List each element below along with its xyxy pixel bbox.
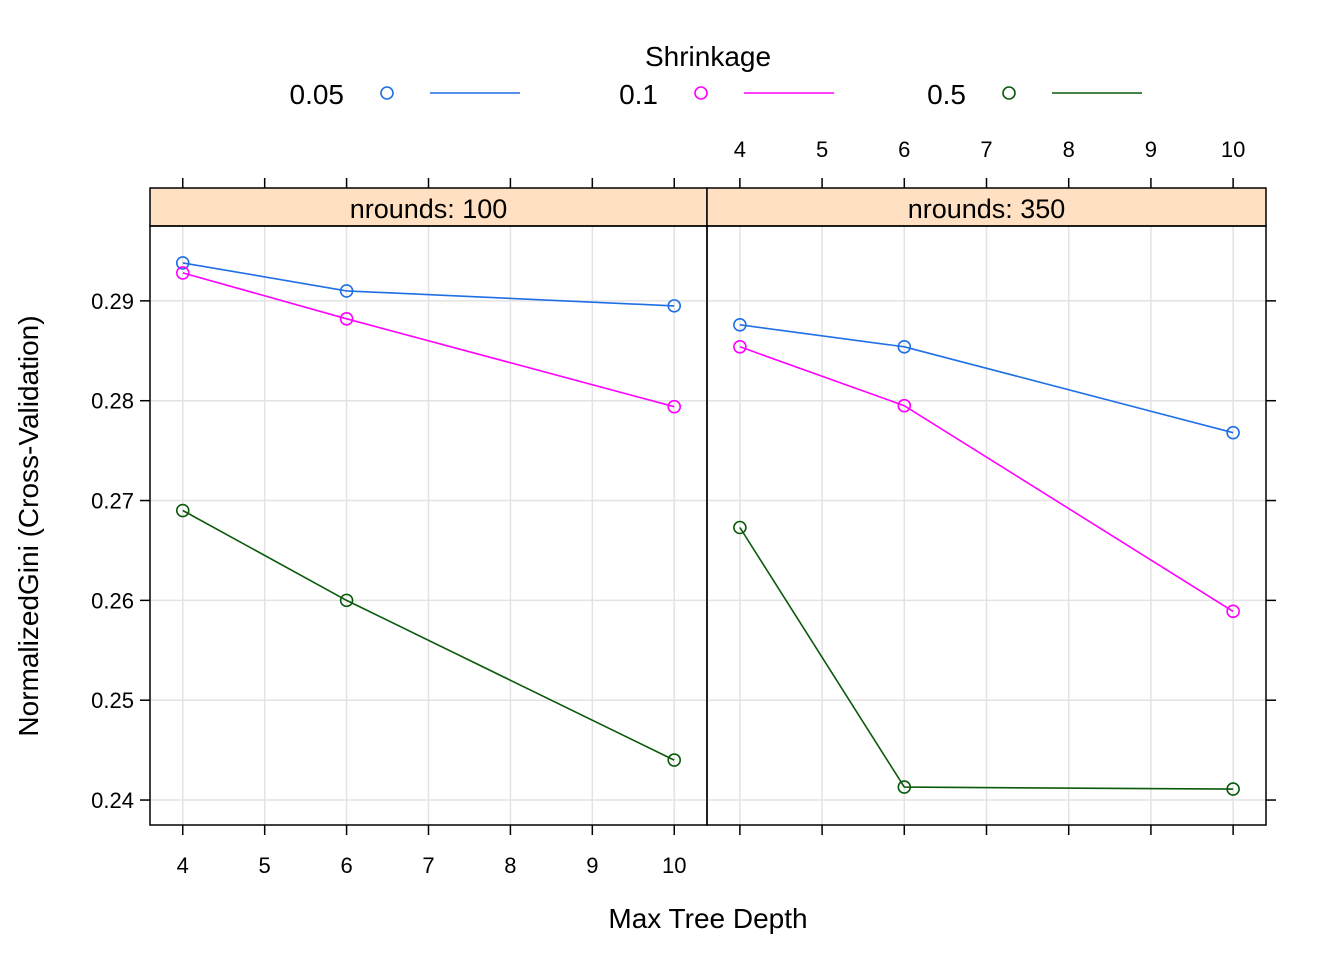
x-tick-label-p1-3: 7 bbox=[980, 137, 992, 162]
data-point-p0-s0-1 bbox=[339, 284, 354, 298]
y-tick-label-0: 0.24 bbox=[91, 788, 134, 813]
x-tick-label-p0-5: 9 bbox=[586, 853, 598, 878]
data-point-p0-s0-0 bbox=[175, 256, 190, 270]
legend-label-2: 0.5 bbox=[927, 79, 966, 110]
x-tick-label-p0-2: 6 bbox=[340, 853, 352, 878]
x-tick-label-p0-4: 8 bbox=[504, 853, 516, 878]
x-tick-label-p0-0: 4 bbox=[177, 853, 189, 878]
y-tick-label-2: 0.26 bbox=[91, 588, 134, 613]
y-tick-label-5: 0.29 bbox=[91, 289, 134, 314]
data-point-p1-s0-2 bbox=[1226, 425, 1240, 440]
data-point-p1-s1-2 bbox=[1226, 604, 1240, 619]
panel-1: nrounds: 350 4 5 6 7 8 9 10 bbox=[706, 137, 1276, 835]
series-line-p1-s2 bbox=[739, 527, 1234, 790]
data-point-p1-s1-1 bbox=[897, 398, 912, 413]
data-point-p0-s1-1 bbox=[339, 312, 354, 326]
y-tick-label-3: 0.27 bbox=[91, 489, 134, 514]
legend-marker-1 bbox=[694, 86, 708, 100]
x-tick-label-p1-6: 10 bbox=[1221, 137, 1245, 162]
data-point-p1-s2-1 bbox=[897, 780, 912, 794]
data-point-p1-s0-1 bbox=[897, 339, 912, 354]
legend-title: Shrinkage bbox=[645, 41, 771, 72]
series-line-p0-s1 bbox=[182, 272, 675, 408]
x-tick-label-p1-1: 5 bbox=[816, 137, 828, 162]
data-point-p1-s1-0 bbox=[733, 339, 747, 354]
data-point-p0-s1-2 bbox=[667, 399, 682, 414]
data-point-p0-s0-2 bbox=[667, 299, 682, 313]
panel-strip-label-0: nrounds: 100 bbox=[350, 194, 508, 224]
x-tick-label-p0-6: 10 bbox=[662, 853, 686, 878]
x-tick-label-p1-5: 9 bbox=[1145, 137, 1157, 162]
y-tick-label-4: 0.28 bbox=[91, 389, 134, 414]
legend-label-1: 0.1 bbox=[619, 79, 658, 110]
legend-label-0: 0.05 bbox=[290, 79, 345, 110]
legend: Shrinkage 0.05 0.1 0.5 bbox=[290, 41, 1142, 110]
x-tick-label-p1-2: 6 bbox=[898, 137, 910, 162]
legend-marker-2 bbox=[1002, 86, 1016, 100]
data-point-p0-s2-1 bbox=[339, 593, 354, 608]
data-point-p1-s2-0 bbox=[733, 520, 747, 535]
panel-0: nrounds: 100 4 5 6 7 8 9 10 0.24 0.25 0.26 0.27 0.28… bbox=[91, 178, 708, 878]
series-line-p0-s0 bbox=[182, 262, 675, 307]
x-tick-label-p0-3: 7 bbox=[422, 853, 434, 878]
data-point-p1-s0-0 bbox=[733, 318, 747, 332]
x-tick-label-p1-4: 8 bbox=[1063, 137, 1075, 162]
x-axis-label: Max Tree Depth bbox=[608, 903, 807, 934]
panel-strip-label-1: nrounds: 350 bbox=[908, 194, 1066, 224]
series-line-p1-s1 bbox=[739, 346, 1234, 613]
panel-strip-1 bbox=[706, 187, 1267, 227]
x-tick-label-p1-0: 4 bbox=[734, 137, 746, 162]
series-line-p0-s2 bbox=[182, 509, 675, 761]
data-point-p0-s2-2 bbox=[667, 753, 682, 767]
legend-marker-0 bbox=[380, 86, 394, 100]
x-tick-label-p0-1: 5 bbox=[259, 853, 271, 878]
data-point-p1-s2-2 bbox=[1226, 782, 1240, 796]
series-line-p1-s0 bbox=[739, 324, 1234, 434]
y-tick-label-1: 0.25 bbox=[91, 688, 134, 713]
y-axis-label: NormalizedGini (Cross-Validation) bbox=[13, 315, 44, 736]
data-point-p0-s1-0 bbox=[175, 266, 190, 280]
data-point-p0-s2-0 bbox=[175, 503, 190, 518]
